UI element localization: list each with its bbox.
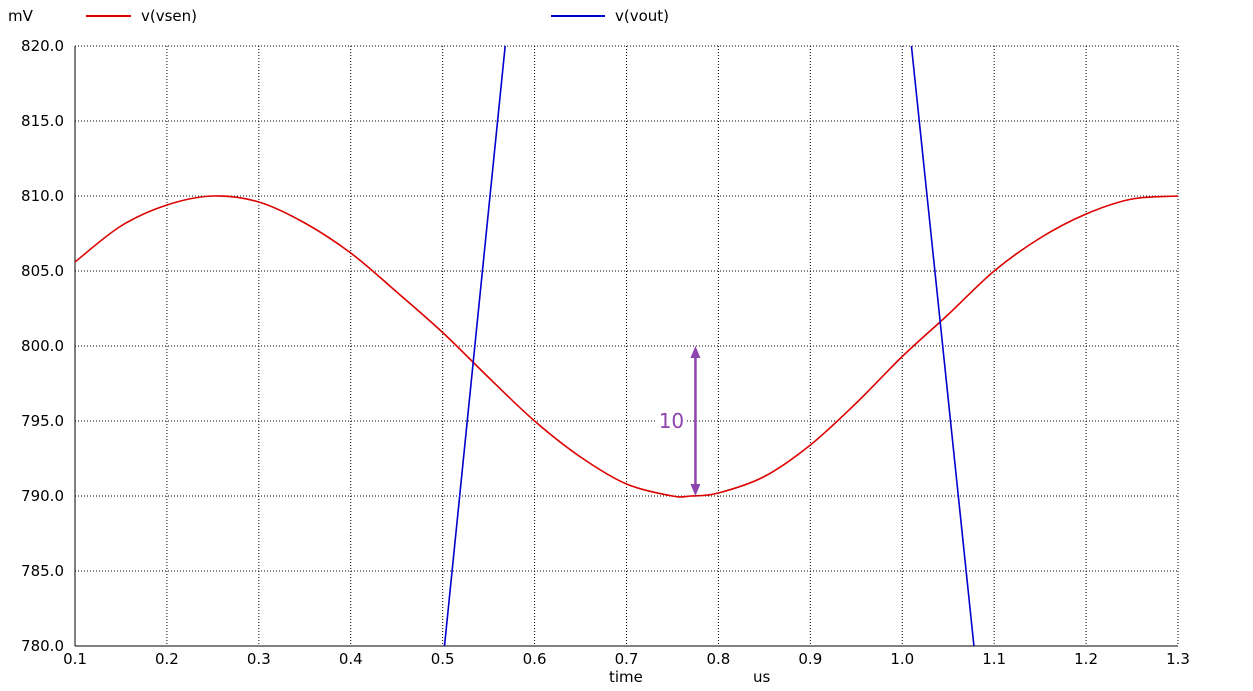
x-tick-label: 0.2	[155, 650, 179, 668]
series-line-vout-segment	[443, 46, 506, 646]
annotation-label: 10	[659, 409, 684, 433]
x-tick-label: 0.8	[706, 650, 730, 668]
x-axis-unit: us	[753, 668, 771, 686]
x-tick-label: 0.5	[431, 650, 455, 668]
y-tick-label: 810.0	[21, 187, 64, 205]
y-tick-label: 790.0	[21, 487, 64, 505]
y-tick-labels: 820.0 815.0 810.0 805.0 800.0 795.0 790.0 785.0…	[21, 37, 64, 655]
y-tick-label: 785.0	[21, 562, 64, 580]
x-tick-label: 0.7	[615, 650, 639, 668]
legend-label-vsen[interactable]: v(vsen)	[141, 7, 197, 25]
y-unit-label: mV	[8, 7, 34, 25]
annotation-arrowhead-bottom	[690, 484, 701, 496]
x-tick-label: 0.9	[798, 650, 822, 668]
x-tick-label: 1.3	[1166, 650, 1190, 668]
y-tick-label: 805.0	[21, 262, 64, 280]
legend-label-vout[interactable]: v(vout)	[615, 7, 669, 25]
x-tick-label: 1.2	[1074, 650, 1098, 668]
legend: mV v(vsen) v(vout)	[8, 7, 669, 25]
series-line-vout-segment	[910, 46, 975, 646]
y-tick-label: 820.0	[21, 37, 64, 55]
annotation-arrowhead-top	[690, 346, 701, 358]
annotation-label-bg	[656, 407, 687, 431]
x-tick-label: 1.0	[890, 650, 914, 668]
x-axis-label: time	[609, 668, 643, 686]
grid	[74, 45, 1179, 647]
x-tick-labels: 0.1 0.2 0.3 0.4 0.5 0.6 0.7 0.8 0.9 1.0 1.1 1.2 1.3	[63, 650, 1190, 668]
x-tick-label: 1.1	[982, 650, 1006, 668]
x-tick-label: 0.3	[247, 650, 271, 668]
y-tick-label: 815.0	[21, 112, 64, 130]
y-tick-label: 795.0	[21, 412, 64, 430]
x-tick-label: 0.6	[523, 650, 547, 668]
x-tick-label: 0.4	[339, 650, 363, 668]
measurement-annotation: 10	[656, 346, 701, 496]
series-layer	[75, 46, 1178, 646]
y-tick-label: 800.0	[21, 337, 64, 355]
x-tick-label: 0.1	[63, 650, 87, 668]
y-tick-label: 780.0	[21, 637, 64, 655]
series-line-vsen	[75, 195, 1178, 498]
